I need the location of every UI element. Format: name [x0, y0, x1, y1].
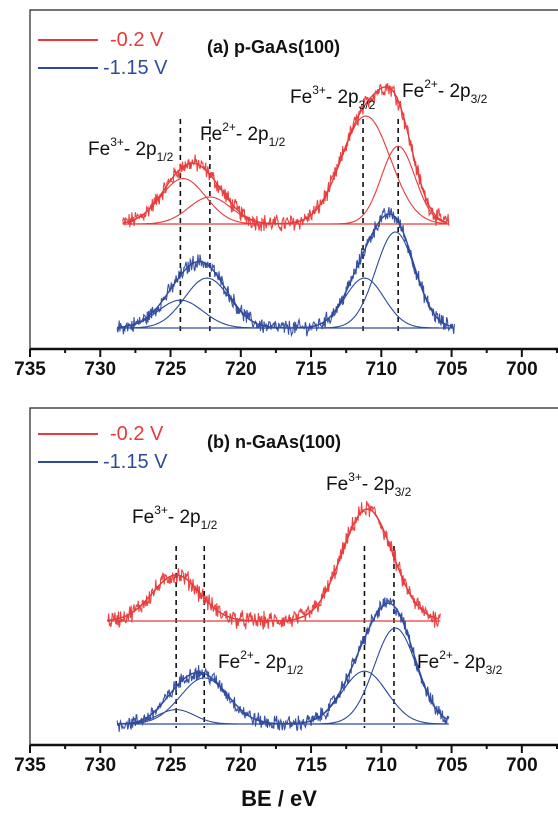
fit-component — [117, 277, 453, 329]
x-tick-label: 710 — [365, 755, 397, 776]
peak-annotation: Fe2+- 2p1/2 — [218, 648, 304, 677]
fit-component — [117, 231, 454, 329]
x-tick-label: 725 — [155, 755, 187, 776]
x-tick-label: 700 — [506, 359, 538, 380]
fit-envelope — [117, 213, 454, 329]
annotation-level: - 2p — [254, 652, 287, 673]
annotation-charge: 2+ — [222, 120, 236, 134]
annotation-charge: 2+ — [439, 648, 453, 662]
x-tick-label: 735 — [14, 359, 46, 380]
fit-component — [117, 677, 448, 725]
annotation-level: - 2p — [236, 124, 269, 145]
x-tick-label: 720 — [225, 359, 257, 380]
plot-frame — [29, 407, 558, 745]
annotation-charge: 2+ — [424, 77, 438, 91]
x-tick-label: 715 — [295, 755, 327, 776]
annotation-charge: 2+ — [240, 648, 254, 662]
x-tick-label: 730 — [84, 755, 116, 776]
annotation-subscript: 1/2 — [157, 150, 174, 164]
fit-component — [107, 574, 439, 622]
annotation-ion: Fe — [132, 507, 154, 528]
peak-annotation: Fe3+- 2p3/2 — [326, 470, 412, 499]
x-tick-label: 730 — [84, 359, 116, 380]
panel-0: 735 730 725 720 715 710 705 700 -0.2 V -1.15 V (a)… — [14, 9, 558, 380]
x-tick-label: 735 — [14, 755, 46, 776]
series-red — [122, 83, 450, 232]
fit-component — [117, 627, 448, 725]
annotation-charge: 3+ — [110, 135, 124, 149]
peak-annotation: Fe2+- 2p3/2 — [417, 648, 503, 677]
annotation-ion: Fe — [326, 474, 348, 495]
legend-entry: -0.2 V — [38, 29, 164, 51]
raw-spectrum — [116, 597, 450, 732]
annotation-ion: Fe — [218, 652, 240, 673]
raw-spectrum — [116, 206, 455, 338]
annotation-subscript: 1/2 — [201, 518, 218, 532]
raw-spectrum — [106, 501, 441, 630]
legend-label: -1.15 V — [103, 451, 168, 473]
peak-annotation: Fe3+- 2p3/2 — [290, 83, 376, 112]
annotation-charge: 3+ — [312, 83, 326, 97]
legend-entry: -1.15 V — [38, 451, 168, 473]
x-tick-label: 700 — [506, 755, 538, 776]
series-blue — [116, 597, 450, 732]
legend-label: -0.2 V — [110, 423, 164, 445]
annotation-level: - 2p — [453, 652, 486, 673]
x-tick-label: 705 — [436, 359, 468, 380]
fit-envelope — [107, 508, 440, 622]
peak-annotation: Fe2+- 2p1/2 — [200, 120, 286, 149]
legend-entry: -0.2 V — [38, 423, 164, 445]
x-tick-label: 720 — [225, 755, 257, 776]
legend-label: -1.15 V — [103, 57, 168, 79]
fit-envelope — [117, 602, 448, 725]
annotation-subscript: 3/2 — [471, 92, 488, 106]
fit-component — [117, 709, 448, 725]
series-blue — [116, 206, 455, 338]
annotation-ion: Fe — [402, 81, 424, 102]
annotation-charge: 3+ — [348, 470, 362, 484]
annotation-level: - 2p — [168, 507, 201, 528]
raw-spectrum — [122, 83, 450, 232]
peak-annotation: Fe2+- 2p3/2 — [402, 77, 488, 106]
annotation-ion: Fe — [88, 139, 110, 160]
peak-annotation: Fe3+- 2p1/2 — [132, 503, 218, 532]
legend-entry: -1.15 V — [38, 57, 168, 79]
annotation-ion: Fe — [417, 652, 439, 673]
x-tick-label: 710 — [365, 359, 397, 380]
annotation-ion: Fe — [290, 87, 312, 108]
annotation-ion: Fe — [200, 124, 222, 145]
x-tick-label: 725 — [155, 359, 187, 380]
plot-frame — [29, 9, 558, 349]
annotation-charge: 3+ — [154, 503, 168, 517]
peak-annotation: Fe3+- 2p1/2 — [88, 135, 174, 164]
annotation-level: - 2p — [124, 139, 157, 160]
x-tick-label: 715 — [295, 359, 327, 380]
annotation-subscript: 3/2 — [486, 663, 503, 677]
fit-component — [107, 508, 440, 622]
series-red — [106, 501, 441, 630]
annotation-level: - 2p — [438, 81, 471, 102]
annotation-level: - 2p — [326, 87, 359, 108]
annotation-level: - 2p — [362, 474, 395, 495]
panel-title: (b) n-GaAs(100) — [207, 432, 341, 452]
annotation-subscript: 1/2 — [287, 663, 304, 677]
legend-label: -0.2 V — [110, 29, 164, 51]
x-axis-label: BE / eV — [241, 786, 317, 811]
x-tick-label: 705 — [436, 755, 468, 776]
panel-1: 735 730 725 720 715 710 705 700 -0.2 V -1.15 V (b)… — [14, 407, 558, 811]
annotation-subscript: 3/2 — [359, 98, 376, 112]
annotation-subscript: 3/2 — [395, 485, 412, 499]
annotation-subscript: 1/2 — [269, 135, 286, 149]
panel-title: (a) p-GaAs(100) — [207, 37, 340, 57]
